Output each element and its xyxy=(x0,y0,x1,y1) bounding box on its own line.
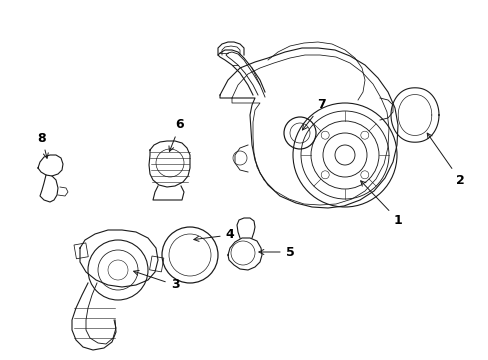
Text: 4: 4 xyxy=(193,229,234,242)
Text: 8: 8 xyxy=(38,131,48,158)
Bar xyxy=(74,243,88,259)
Text: 3: 3 xyxy=(133,270,179,292)
Text: 5: 5 xyxy=(258,246,294,258)
Text: 1: 1 xyxy=(360,181,402,226)
Bar xyxy=(149,256,163,272)
Text: 7: 7 xyxy=(302,99,325,130)
Text: 6: 6 xyxy=(169,118,184,152)
Text: 2: 2 xyxy=(427,133,464,186)
